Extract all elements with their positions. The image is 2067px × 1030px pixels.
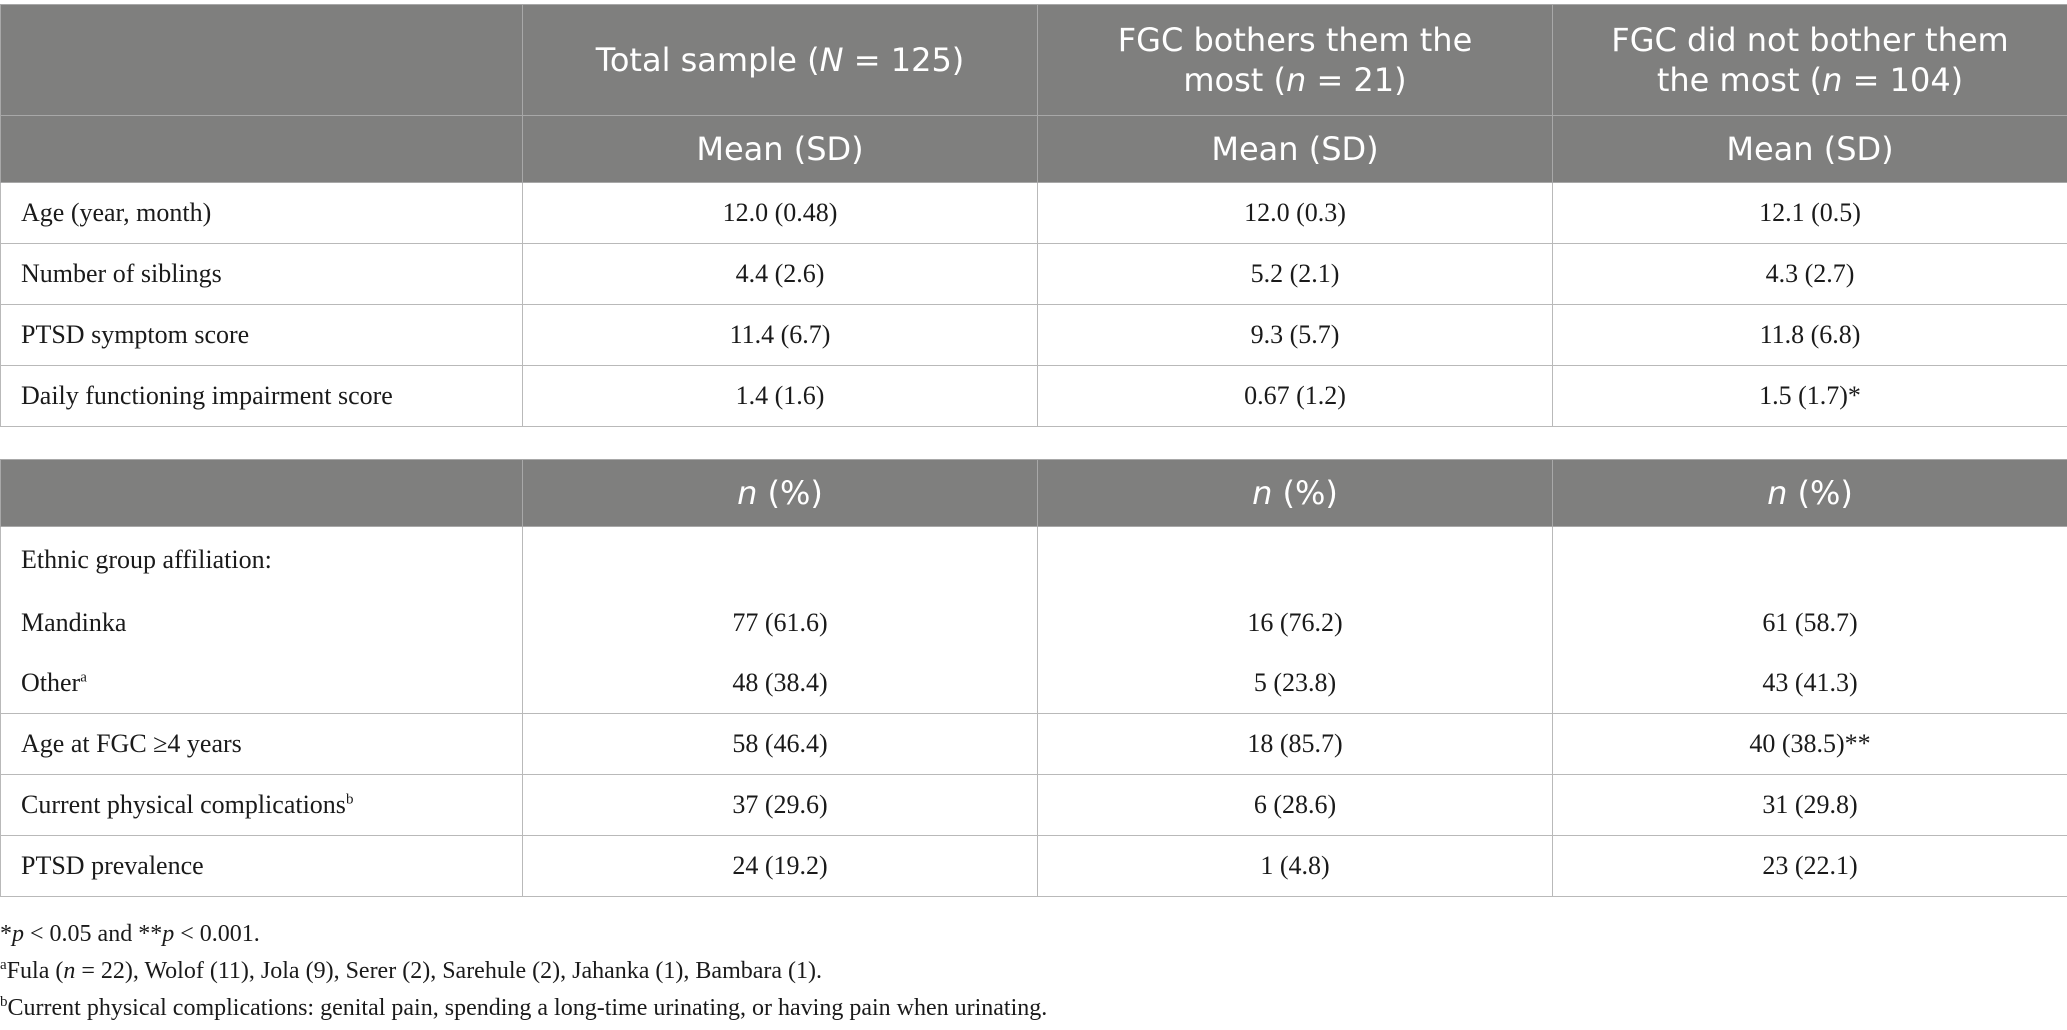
cell-not-bother: 61 (58.7) [1552, 593, 2067, 653]
cell-total: 1.4 (1.6) [522, 365, 1038, 427]
header-n-percent: n (%) [1552, 459, 2067, 527]
cell-not-bother: 12.1 (0.5) [1552, 182, 2067, 244]
cell-total: 24 (19.2) [522, 835, 1038, 897]
footnote-b: bCurrent physical complications: genital… [0, 994, 1048, 1022]
header-row-stat: n (%) n (%) n (%) [0, 459, 2067, 527]
cell-bothers: 0.67 (1.2) [1037, 365, 1553, 427]
row-label: Age at FGC ≥4 years [0, 713, 523, 775]
cell-bothers: 5 (23.8) [1037, 653, 1553, 714]
cell-not-bother: 23 (22.1) [1552, 835, 2067, 897]
cell-bothers: 18 (85.7) [1037, 713, 1553, 775]
table-row: Age at FGC ≥4 years 58 (46.4) 18 (85.7) … [0, 713, 2067, 775]
cell-total: 77 (61.6) [522, 593, 1038, 653]
header-empty-cell [0, 115, 523, 183]
header-total-sample: Total sample (N = 125) [522, 4, 1038, 116]
cell-not-bother: 43 (41.3) [1552, 653, 2067, 714]
cell-not-bother: 40 (38.5)** [1552, 713, 2067, 775]
header-n-percent: n (%) [522, 459, 1038, 527]
cell-not-bother: 31 (29.8) [1552, 774, 2067, 836]
header-fgc-not-bother: FGC did not bother them the most (n = 10… [1552, 4, 2067, 116]
cell-total: 11.4 (6.7) [522, 304, 1038, 366]
cell-bothers: 16 (76.2) [1037, 593, 1553, 653]
header-mean-sd: Mean (SD) [522, 115, 1038, 183]
cell-not-bother: 4.3 (2.7) [1552, 243, 2067, 305]
table-row: Current physical complicationsb 37 (29.6… [0, 774, 2067, 836]
row-label: PTSD symptom score [0, 304, 523, 366]
table-row: Mandinka 77 (61.6) 16 (76.2) 61 (58.7) [0, 593, 2067, 653]
cell-total: 4.4 (2.6) [522, 243, 1038, 305]
cell-total: 48 (38.4) [522, 653, 1038, 714]
cell-bothers: 1 (4.8) [1037, 835, 1553, 897]
header-mean-sd: Mean (SD) [1552, 115, 2067, 183]
cell-total: 37 (29.6) [522, 774, 1038, 836]
cell-bothers: 12.0 (0.3) [1037, 182, 1553, 244]
empty-cell [522, 526, 1038, 593]
row-label: Age (year, month) [0, 182, 523, 244]
cell-total: 12.0 (0.48) [522, 182, 1038, 244]
header-fgc-bothers: FGC bothers them the most (n = 21) [1037, 4, 1553, 116]
header-mean-sd: Mean (SD) [1037, 115, 1553, 183]
row-label: Mandinka [0, 593, 523, 653]
row-label: PTSD prevalence [0, 835, 523, 897]
table-row: PTSD symptom score 11.4 (6.7) 9.3 (5.7) … [0, 304, 2067, 366]
row-label: Current physical complicationsb [0, 774, 523, 836]
table-row: Number of siblings 4.4 (2.6) 5.2 (2.1) 4… [0, 243, 2067, 305]
empty-cell [1552, 526, 2067, 593]
header-empty-cell [0, 4, 523, 116]
cell-total: 58 (46.4) [522, 713, 1038, 775]
header-row-groups: Total sample (N = 125) FGC bothers them … [0, 4, 2067, 116]
table-row: Othera 48 (38.4) 5 (23.8) 43 (41.3) [0, 653, 2067, 714]
header-n-percent: n (%) [1037, 459, 1553, 527]
table-footnotes: *p < 0.05 and **p < 0.001. aFula (n = 22… [0, 916, 1047, 1027]
cell-bothers: 5.2 (2.1) [1037, 243, 1553, 305]
group-label: Ethnic group affiliation: [0, 526, 523, 593]
footnote-marker: a [80, 669, 87, 686]
row-label: Othera [0, 653, 523, 714]
table-row: PTSD prevalence 24 (19.2) 1 (4.8) 23 (22… [0, 835, 2067, 897]
footnote-marker: b [345, 791, 354, 808]
cell-not-bother: 1.5 (1.7)* [1552, 365, 2067, 427]
header-empty-cell [0, 459, 523, 527]
header-row-stat: Mean (SD) Mean (SD) Mean (SD) [0, 115, 2067, 183]
table-row: Daily functioning impairment score 1.4 (… [0, 365, 2067, 427]
cell-bothers: 9.3 (5.7) [1037, 304, 1553, 366]
empty-cell [1037, 526, 1553, 593]
table-row-group-heading: Ethnic group affiliation: [0, 526, 2067, 593]
descriptives-table-counts: n (%) n (%) n (%) Ethnic group affiliati… [0, 459, 2067, 897]
descriptives-table-means: Total sample (N = 125) FGC bothers them … [0, 4, 2067, 427]
footnote-a: aFula (n = 22), Wolof (11), Jola (9), Se… [0, 957, 823, 985]
row-label: Number of siblings [0, 243, 523, 305]
cell-not-bother: 11.8 (6.8) [1552, 304, 2067, 366]
table-row: Age (year, month) 12.0 (0.48) 12.0 (0.3)… [0, 182, 2067, 244]
cell-bothers: 6 (28.6) [1037, 774, 1553, 836]
significance-note: *p < 0.05 and **p < 0.001. [0, 921, 260, 947]
row-label: Daily functioning impairment score [0, 365, 523, 427]
